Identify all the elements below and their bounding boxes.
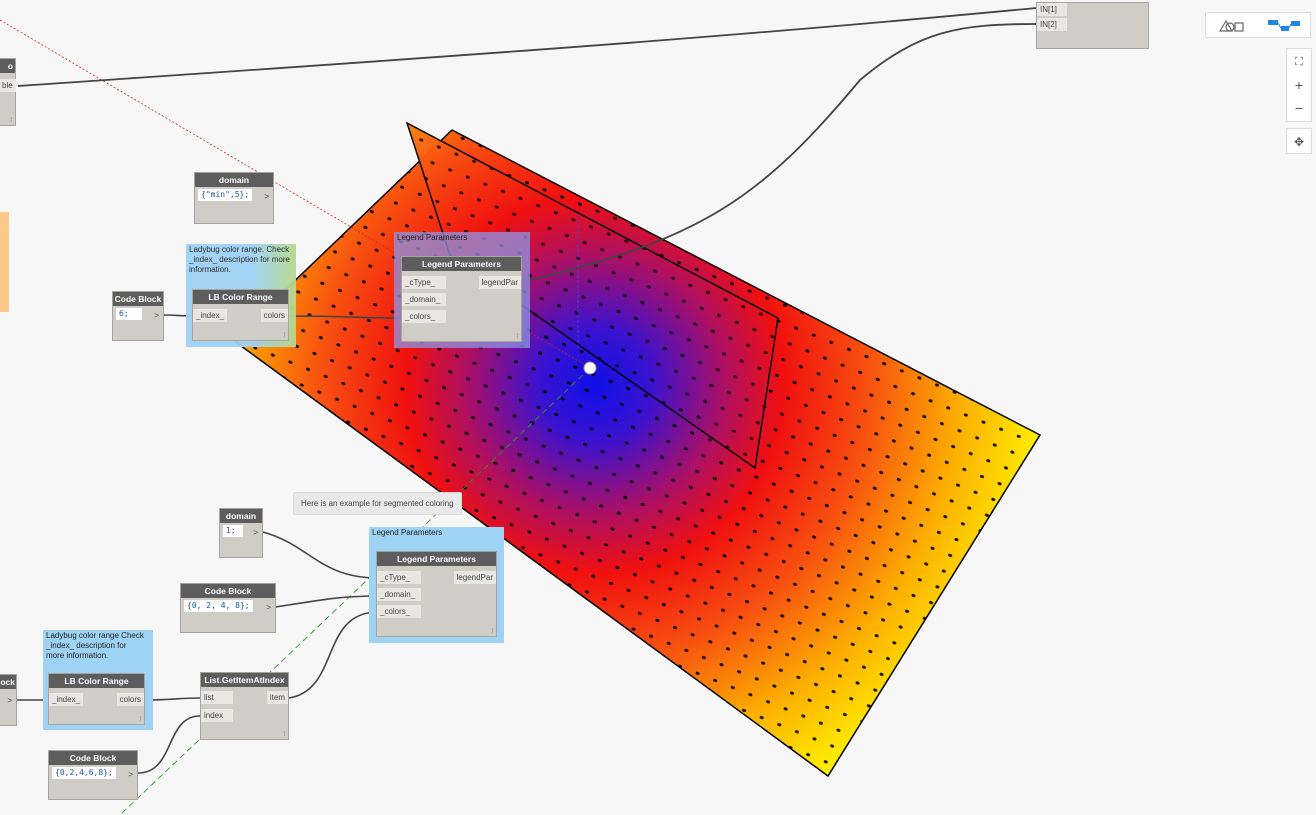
code-text[interactable]: {"min",5};	[198, 189, 253, 201]
index-port[interactable]: _index_	[49, 693, 84, 706]
index-port[interactable]: _index_	[193, 309, 228, 322]
partial-node-left-2[interactable]: ock >	[0, 674, 17, 726]
lb-color-range-node-1[interactable]: LB Color Range _index_ colors ⁞	[192, 289, 289, 341]
input-port-1[interactable]: IN[1]	[1037, 3, 1067, 16]
legend-parameters-node-2[interactable]: Legend Parameters _cType_ _domain_ _colo…	[376, 551, 497, 637]
geometry-view-button[interactable]	[1214, 15, 1250, 37]
colors-port[interactable]: _colors_	[377, 605, 421, 618]
graph-view-button[interactable]	[1264, 15, 1304, 37]
code-block-node-3[interactable]: Code Block {0,2,4,6,8}; >	[48, 750, 138, 800]
run-arrow[interactable]: >	[154, 311, 159, 320]
code-block-node-1[interactable]: Code Block 6; >	[112, 291, 164, 341]
input-port-2[interactable]: IN[2]	[1037, 18, 1067, 31]
graph-icon	[1268, 20, 1300, 31]
output-port[interactable]: ble	[0, 79, 16, 92]
note-segmented-coloring[interactable]: Here is an example for segmented colorin…	[293, 492, 462, 515]
code-text[interactable]: {0, 2, 4, 8};	[184, 600, 253, 612]
watch-node[interactable]: IN[1] IN[2]	[1036, 2, 1149, 49]
domain-node-1[interactable]: domain {"min",5}; >	[194, 172, 274, 224]
colors-port[interactable]: _colors_	[402, 310, 446, 323]
run-arrow[interactable]: >	[128, 770, 133, 779]
item-port[interactable]: item	[266, 691, 288, 704]
run-arrow[interactable]: >	[253, 528, 258, 537]
view-toggle-bar	[1205, 12, 1311, 38]
index-port[interactable]: index	[201, 709, 233, 722]
ctype-port[interactable]: _cType_	[402, 276, 446, 289]
colors-port[interactable]: colors	[116, 693, 144, 706]
pan-icon[interactable]: ✥	[1293, 135, 1305, 149]
code-text[interactable]: {0,2,4,6,8};	[52, 767, 116, 779]
sun-point	[583, 361, 597, 375]
zoom-out-button[interactable]: −	[1294, 100, 1304, 116]
fit-view-button[interactable]: ⛶	[1295, 55, 1303, 68]
run-arrow[interactable]: >	[7, 696, 12, 705]
code-block-node-2[interactable]: Code Block {0, 2, 4, 8}; >	[180, 583, 276, 633]
legendpar-port[interactable]: legendPar	[478, 276, 521, 289]
lb-color-range-node-2[interactable]: LB Color Range _index_ colors ⁞	[48, 673, 145, 725]
list-get-item-at-index-node[interactable]: List.GetItemAtIndex list index item ⁞	[200, 672, 289, 740]
list-port[interactable]: list	[201, 691, 233, 704]
domain-port[interactable]: _domain_	[402, 293, 446, 306]
domain-node-2[interactable]: domain 1; >	[219, 508, 263, 558]
zoom-controls: ⛶ + −	[1286, 48, 1312, 122]
pan-controls: ✥	[1286, 128, 1312, 154]
code-text[interactable]: 1;	[223, 525, 243, 537]
ctype-port[interactable]: _cType_	[377, 571, 421, 584]
zoom-in-button[interactable]: +	[1294, 77, 1304, 93]
shapes-icon	[1218, 19, 1244, 32]
code-text[interactable]: 6;	[116, 308, 142, 320]
colors-port[interactable]: colors	[260, 309, 288, 322]
legendpar-port[interactable]: legendPar	[453, 571, 496, 584]
domain-port[interactable]: _domain_	[377, 588, 421, 601]
orange-group-edge	[0, 212, 9, 312]
legend-parameters-node-1[interactable]: Legend Parameters _cType_ _domain_ _colo…	[401, 256, 522, 342]
run-arrow[interactable]: >	[264, 192, 269, 201]
partial-node-left[interactable]: o ble ⁞	[0, 58, 16, 126]
run-arrow[interactable]: >	[266, 603, 271, 612]
